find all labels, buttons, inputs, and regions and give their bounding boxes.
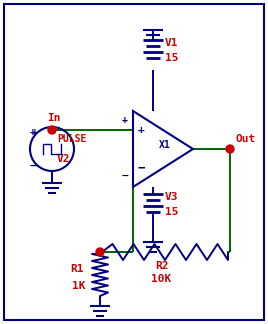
- Text: −: −: [137, 161, 145, 175]
- Text: 10K: 10K: [151, 274, 171, 284]
- Text: R1: R1: [70, 264, 84, 274]
- Text: −: −: [32, 161, 38, 171]
- Text: V1: V1: [165, 38, 178, 48]
- Text: −: −: [30, 161, 36, 171]
- Text: V3: V3: [165, 192, 178, 202]
- Text: 15: 15: [165, 207, 178, 217]
- Circle shape: [48, 126, 56, 134]
- Text: In: In: [47, 113, 61, 123]
- Text: PULSE: PULSE: [57, 134, 86, 144]
- Text: R2: R2: [155, 261, 169, 271]
- Text: +: +: [122, 115, 128, 125]
- Text: −: −: [122, 171, 128, 181]
- Text: 15: 15: [165, 53, 178, 63]
- Text: 1K: 1K: [72, 281, 85, 291]
- Text: +: +: [30, 127, 36, 137]
- Text: X1: X1: [159, 140, 171, 150]
- Text: +: +: [138, 125, 144, 135]
- Text: V2: V2: [57, 154, 70, 164]
- Circle shape: [96, 248, 104, 256]
- Text: +: +: [32, 127, 38, 137]
- Circle shape: [226, 145, 234, 153]
- Text: Out: Out: [235, 134, 255, 144]
